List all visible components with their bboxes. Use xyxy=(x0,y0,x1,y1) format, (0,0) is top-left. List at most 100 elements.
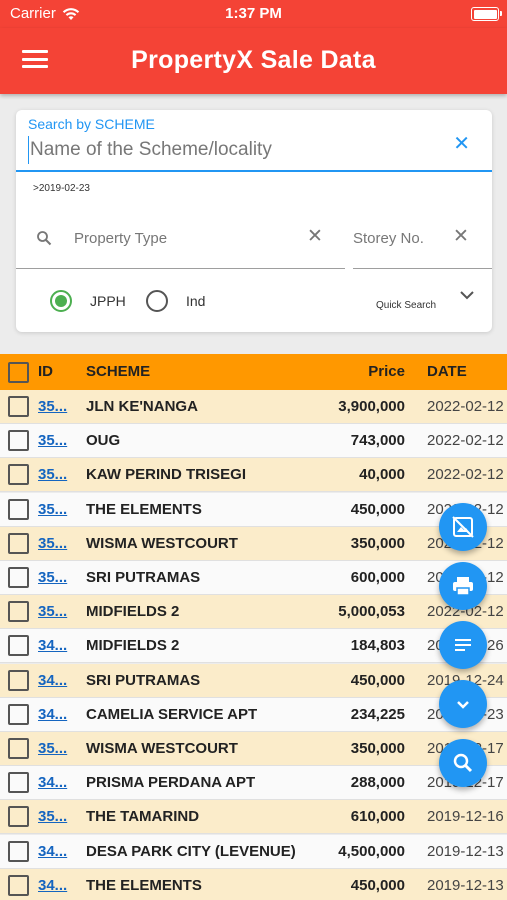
row-id-link[interactable]: 34... xyxy=(38,705,68,723)
radio-ind[interactable] xyxy=(146,290,168,312)
row-scheme: THE TAMARIND xyxy=(86,808,200,826)
row-scheme: SRI PUTRAMAS xyxy=(86,569,201,586)
hide-image-button[interactable] xyxy=(439,503,487,551)
row-price: 743,000 xyxy=(350,432,405,450)
chevron-down-icon[interactable] xyxy=(460,288,474,302)
header-scheme[interactable]: SCHEME xyxy=(86,363,151,380)
row-scheme: SRI PUTRAMAS xyxy=(86,671,201,689)
row-scheme: THE ELEMENTS xyxy=(86,876,202,894)
row-scheme: THE ELEMENTS xyxy=(86,500,202,518)
search-icon xyxy=(453,753,473,773)
table-row[interactable]: 35... OUG 743,000 2022-02-12 xyxy=(0,424,507,459)
row-checkbox[interactable] xyxy=(8,601,29,623)
row-id-link[interactable]: 35... xyxy=(38,808,68,826)
row-price: 610,000 xyxy=(350,808,405,826)
table-row[interactable]: 35... MIDFIELDS 2 5,000,053 2022-02-12 xyxy=(0,595,507,630)
row-id-link[interactable]: 35... xyxy=(38,466,68,484)
row-scheme: KAW PERIND TRISEGI xyxy=(86,466,247,484)
radio-jpph[interactable] xyxy=(50,290,72,312)
row-id-link[interactable]: 35... xyxy=(38,569,68,586)
app-bar: PropertyX Sale Data xyxy=(0,28,507,94)
row-checkbox[interactable] xyxy=(8,635,29,657)
row-id-link[interactable]: 35... xyxy=(38,603,68,621)
row-checkbox[interactable] xyxy=(8,738,29,759)
row-price: 350,000 xyxy=(350,534,405,552)
storey-clear-icon[interactable]: ✕ xyxy=(453,226,469,247)
date-filter-chip[interactable]: >2019-02-23 xyxy=(33,183,90,194)
row-id-link[interactable]: 35... xyxy=(38,534,68,552)
scroll-down-button[interactable] xyxy=(439,680,487,728)
row-id-link[interactable]: 35... xyxy=(38,740,68,757)
row-id-link[interactable]: 35... xyxy=(38,398,68,415)
table-row[interactable]: 34... DESA PARK CITY (LEVENUE) 4,500,000 20… xyxy=(0,834,507,869)
row-date: 2022-02-12 xyxy=(427,466,504,484)
row-checkbox[interactable] xyxy=(8,703,29,725)
row-date: 2019-12-16 xyxy=(427,808,504,826)
row-scheme: JLN KE'NANGA xyxy=(86,398,198,415)
row-scheme: OUG xyxy=(86,432,121,450)
row-price: 350,000 xyxy=(350,740,405,757)
row-checkbox[interactable] xyxy=(8,430,29,452)
search-button[interactable] xyxy=(439,739,487,787)
row-checkbox[interactable] xyxy=(8,772,29,794)
storey-underline xyxy=(353,268,492,269)
row-price: 234,225 xyxy=(350,705,405,723)
status-time: 1:37 PM xyxy=(225,5,282,22)
row-scheme: MIDFIELDS 2 xyxy=(86,637,180,655)
row-id-link[interactable]: 35... xyxy=(38,432,68,450)
row-checkbox[interactable] xyxy=(8,840,29,862)
row-id-link[interactable]: 34... xyxy=(38,876,68,894)
row-checkbox[interactable] xyxy=(8,396,29,417)
row-scheme: CAMELIA SERVICE APT xyxy=(86,705,258,723)
hamburger-icon[interactable] xyxy=(22,50,48,70)
header-date[interactable]: DATE xyxy=(427,363,467,380)
search-clear-icon[interactable]: ✕ xyxy=(453,133,470,155)
row-price: 3,900,000 xyxy=(338,398,405,415)
row-checkbox[interactable] xyxy=(8,464,29,486)
storey-input[interactable] xyxy=(353,227,443,249)
row-price: 184,803 xyxy=(350,637,405,655)
table-row[interactable]: 34... THE ELEMENTS 450,000 2019-12-13 xyxy=(0,868,507,900)
scheme-search-input[interactable] xyxy=(28,136,438,164)
row-checkbox[interactable] xyxy=(8,874,29,896)
battery-icon xyxy=(471,7,502,21)
row-id-link[interactable]: 34... xyxy=(38,671,68,689)
quick-search-label[interactable]: Quick Search xyxy=(376,300,437,311)
property-type-clear-icon[interactable]: ✕ xyxy=(307,226,323,247)
row-id-link[interactable]: 34... xyxy=(38,637,68,655)
row-checkbox[interactable] xyxy=(8,806,29,828)
row-date: 2022-02-12 xyxy=(427,398,504,415)
row-checkbox[interactable] xyxy=(8,669,29,691)
print-button[interactable] xyxy=(439,562,487,610)
header-price[interactable]: Price xyxy=(368,363,405,380)
row-checkbox[interactable] xyxy=(8,532,29,554)
table-row[interactable]: 35... THE TAMARIND 610,000 2019-12-16 xyxy=(0,800,507,835)
row-date: 2022-02-12 xyxy=(427,432,504,450)
select-all-checkbox[interactable] xyxy=(8,362,29,383)
table-row[interactable]: 34...CAMELIA SERVICE APT234,2252019-12-2… xyxy=(0,697,507,732)
print-icon xyxy=(453,577,473,596)
row-id-link[interactable]: 34... xyxy=(38,842,68,860)
row-checkbox[interactable] xyxy=(8,498,29,520)
hide-image-icon xyxy=(452,516,474,538)
property-type-input[interactable] xyxy=(74,227,294,249)
row-id-link[interactable]: 34... xyxy=(38,774,68,792)
row-checkbox[interactable] xyxy=(8,567,29,588)
filter-list-button[interactable] xyxy=(439,621,487,669)
page-title: PropertyX Sale Data xyxy=(131,46,376,74)
row-scheme: DESA PARK CITY (LEVENUE) xyxy=(86,842,296,860)
row-price: 450,000 xyxy=(350,671,405,689)
table-row[interactable]: 35... JLN KE'NANGA 3,900,000 2022-02-12 xyxy=(0,390,507,424)
search-icon xyxy=(37,231,52,246)
table-row[interactable]: 35... KAW PERIND TRISEGI 40,000 2022-02-12 xyxy=(0,458,507,493)
row-id-link[interactable]: 35... xyxy=(38,500,68,518)
row-price: 288,000 xyxy=(350,774,405,792)
header-id[interactable]: ID xyxy=(38,363,53,380)
